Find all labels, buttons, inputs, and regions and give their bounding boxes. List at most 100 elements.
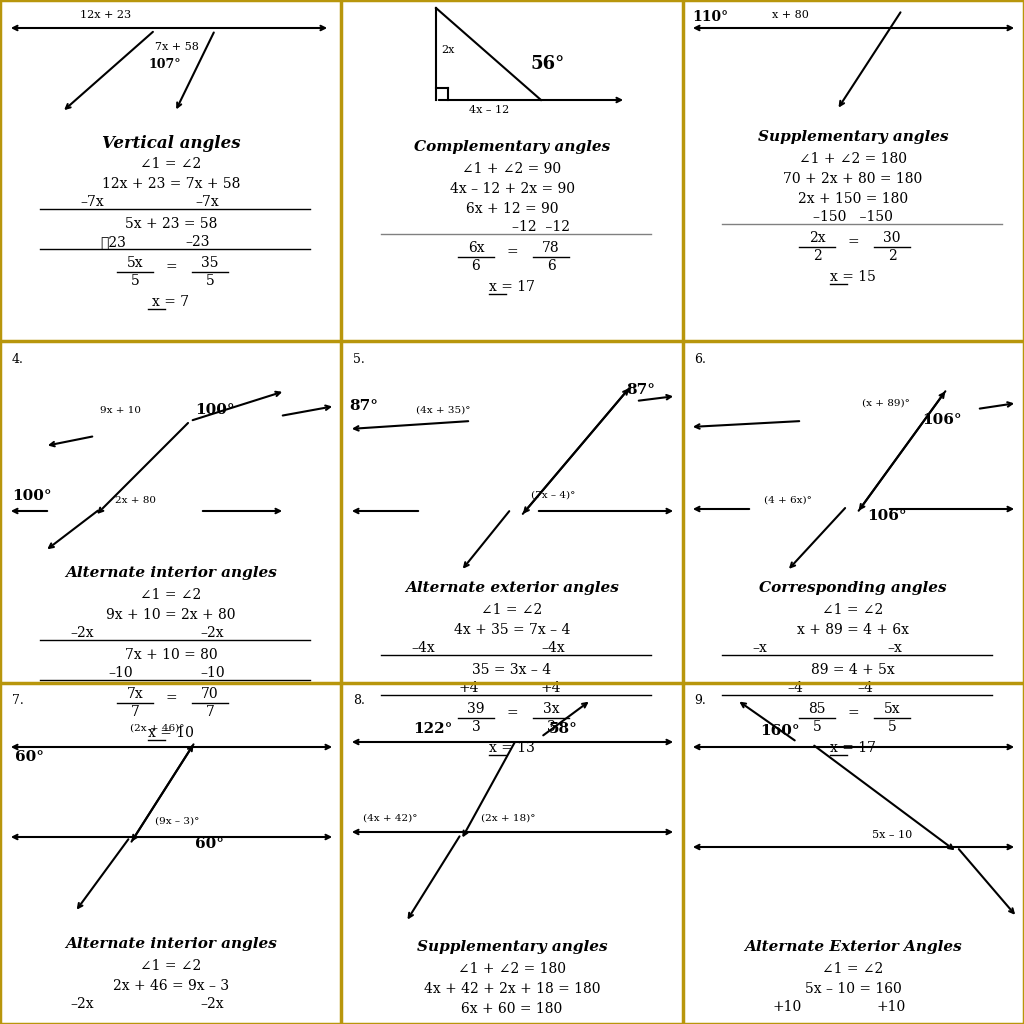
- Text: x + 80: x + 80: [772, 10, 809, 20]
- Text: 5.: 5.: [353, 353, 365, 366]
- Text: (2x + 46)°: (2x + 46)°: [130, 724, 184, 733]
- Text: 7x + 10 = 80: 7x + 10 = 80: [125, 648, 217, 662]
- Text: 2x + 150 = 180: 2x + 150 = 180: [798, 193, 908, 206]
- Text: 8.: 8.: [353, 694, 365, 707]
- Text: (7x – 4)°: (7x – 4)°: [531, 490, 575, 500]
- Text: –10: –10: [108, 666, 133, 680]
- Text: 60°: 60°: [195, 837, 224, 851]
- Text: 5: 5: [206, 274, 214, 288]
- Text: ✓23: ✓23: [100, 234, 126, 249]
- Text: –150   –150: –150 –150: [813, 210, 893, 224]
- Text: 7x + 58: 7x + 58: [155, 42, 199, 52]
- Text: Supplementary angles: Supplementary angles: [758, 130, 948, 144]
- Text: –x: –x: [752, 641, 767, 655]
- Text: 6: 6: [472, 259, 480, 273]
- Text: –2x: –2x: [70, 626, 93, 640]
- Text: x = 13: x = 13: [489, 741, 535, 755]
- Text: Supplementary angles: Supplementary angles: [417, 940, 607, 954]
- Text: +10: +10: [772, 1000, 801, 1014]
- Text: x = 7: x = 7: [153, 295, 189, 309]
- Text: =: =: [165, 691, 177, 705]
- Text: 7x: 7x: [127, 687, 143, 701]
- Text: (x + 89)°: (x + 89)°: [862, 399, 910, 408]
- Text: 35: 35: [202, 256, 219, 270]
- Text: ∠1 + ∠2 = 180: ∠1 + ∠2 = 180: [458, 962, 566, 976]
- Text: 4.: 4.: [12, 353, 24, 366]
- Text: 4x + 35 = 7x – 4: 4x + 35 = 7x – 4: [454, 623, 570, 637]
- Text: 110°: 110°: [692, 10, 728, 24]
- Text: 2x: 2x: [441, 45, 455, 55]
- Text: 35 = 3x – 4: 35 = 3x – 4: [472, 663, 552, 677]
- Text: Alternate exterior angles: Alternate exterior angles: [406, 581, 618, 595]
- Text: 122°: 122°: [413, 722, 453, 736]
- Text: 70 + 2x + 80 = 180: 70 + 2x + 80 = 180: [783, 172, 923, 186]
- Text: Alternate interior angles: Alternate interior angles: [66, 566, 276, 580]
- Text: 87°: 87°: [349, 399, 378, 413]
- Text: +4: +4: [459, 681, 479, 695]
- Text: 106°: 106°: [922, 413, 962, 427]
- Text: ∠1 + ∠2 = 180: ∠1 + ∠2 = 180: [799, 152, 907, 166]
- Text: ∠1 = ∠2: ∠1 = ∠2: [822, 603, 884, 617]
- Text: Alternate Exterior Angles: Alternate Exterior Angles: [744, 940, 962, 954]
- Text: x = 17: x = 17: [489, 280, 535, 294]
- Text: 5: 5: [813, 720, 821, 734]
- Text: 4x – 12: 4x – 12: [469, 105, 509, 115]
- Text: 85: 85: [808, 702, 825, 716]
- Text: 4x + 42 + 2x + 18 = 180: 4x + 42 + 2x + 18 = 180: [424, 982, 600, 996]
- Text: x = 17: x = 17: [830, 741, 876, 755]
- Text: 106°: 106°: [867, 509, 906, 523]
- Text: ∠1 = ∠2: ∠1 = ∠2: [140, 959, 202, 973]
- Text: 6x: 6x: [468, 241, 484, 255]
- Text: x + 89 = 4 + 6x: x + 89 = 4 + 6x: [797, 623, 909, 637]
- Text: 9x + 10: 9x + 10: [100, 406, 141, 415]
- Text: 87°: 87°: [626, 383, 655, 397]
- Text: 107°: 107°: [148, 58, 180, 71]
- Text: –10: –10: [200, 666, 224, 680]
- Text: 9.: 9.: [694, 694, 706, 707]
- Text: ∠1 = ∠2: ∠1 = ∠2: [140, 157, 202, 171]
- Text: 5x: 5x: [127, 256, 143, 270]
- Text: 12x + 23 = 7x + 58: 12x + 23 = 7x + 58: [101, 177, 241, 191]
- Text: –12  –12: –12 –12: [512, 220, 570, 234]
- Text: 56°: 56°: [531, 55, 565, 73]
- Text: 6.: 6.: [694, 353, 706, 366]
- Text: 100°: 100°: [195, 403, 234, 417]
- Text: –4: –4: [787, 681, 803, 695]
- Text: 6x + 12 = 90: 6x + 12 = 90: [466, 202, 558, 216]
- Text: 60°: 60°: [15, 750, 44, 764]
- Text: (9x – 3)°: (9x – 3)°: [155, 817, 200, 826]
- Text: –x: –x: [887, 641, 902, 655]
- Text: –4: –4: [857, 681, 872, 695]
- Text: 3x: 3x: [543, 702, 559, 716]
- Text: 5x – 10 = 160: 5x – 10 = 160: [805, 982, 901, 996]
- Text: +4: +4: [541, 681, 561, 695]
- Text: Alternate interior angles: Alternate interior angles: [66, 937, 276, 951]
- Text: –4x: –4x: [411, 641, 435, 655]
- Text: (4x + 35)°: (4x + 35)°: [416, 406, 470, 415]
- Text: 4x – 12 + 2x = 90: 4x – 12 + 2x = 90: [450, 182, 574, 196]
- Text: ∠1 + ∠2 = 90: ∠1 + ∠2 = 90: [463, 162, 561, 176]
- Text: Vertical angles: Vertical angles: [101, 135, 241, 152]
- Text: –2x: –2x: [200, 626, 223, 640]
- Text: –23: –23: [185, 234, 210, 249]
- Text: 7: 7: [206, 705, 214, 719]
- Text: 5x: 5x: [884, 702, 900, 716]
- Text: 160°: 160°: [760, 724, 800, 738]
- Text: 7.: 7.: [12, 694, 24, 707]
- Text: –2x: –2x: [200, 997, 223, 1011]
- Text: ∠1 = ∠2: ∠1 = ∠2: [822, 962, 884, 976]
- Text: (4 + 6x)°: (4 + 6x)°: [764, 496, 812, 505]
- Text: 7: 7: [131, 705, 139, 719]
- Text: +10: +10: [877, 1000, 906, 1014]
- Text: –7x: –7x: [80, 195, 103, 209]
- Text: 3: 3: [547, 720, 555, 734]
- Text: –2x: –2x: [70, 997, 93, 1011]
- Text: =: =: [506, 245, 518, 259]
- Text: 89 = 4 + 5x: 89 = 4 + 5x: [811, 663, 895, 677]
- Text: =: =: [847, 234, 859, 249]
- Text: 2x: 2x: [809, 231, 825, 245]
- Text: (4x + 42)°: (4x + 42)°: [362, 814, 418, 823]
- Text: 100°: 100°: [12, 489, 51, 503]
- Text: 2x + 80: 2x + 80: [115, 496, 156, 505]
- Text: 3: 3: [472, 720, 480, 734]
